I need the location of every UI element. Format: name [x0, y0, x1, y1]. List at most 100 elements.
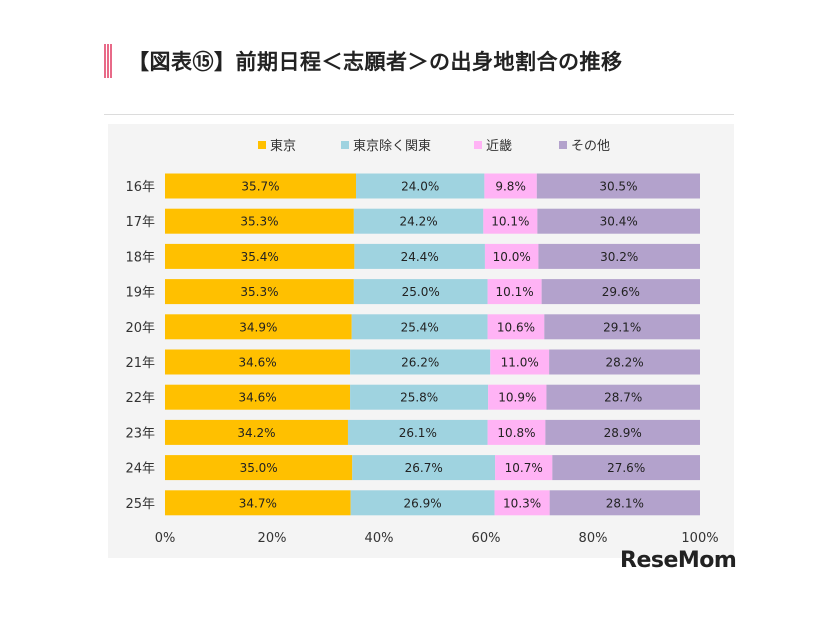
bar-segment — [354, 243, 485, 269]
data-label: 35.3% — [240, 285, 278, 299]
data-label: 10.8% — [497, 426, 535, 440]
data-label: 10.0% — [493, 250, 531, 264]
bar-segment — [537, 208, 700, 234]
legend-swatch — [474, 141, 482, 149]
category-label: 19年 — [125, 286, 155, 301]
bar-segment — [484, 173, 537, 199]
bar-segment — [488, 384, 547, 410]
category-label: 21年 — [125, 356, 155, 371]
bar-segment — [165, 279, 354, 305]
data-label: 35.4% — [241, 250, 279, 264]
bar-segment — [351, 314, 488, 340]
legend-label: 東京 — [270, 138, 296, 154]
data-label: 30.4% — [600, 215, 638, 229]
category-label: 17年 — [125, 215, 155, 230]
bar-segment — [350, 384, 489, 410]
data-label: 10.1% — [491, 215, 529, 229]
data-label: 28.1% — [606, 496, 644, 510]
data-label: 25.4% — [401, 320, 439, 334]
legend-label: 近畿 — [486, 139, 512, 154]
bar-segment — [350, 349, 491, 375]
bar-segment — [165, 208, 354, 234]
bar-segment — [165, 173, 356, 199]
resemom-logo: ReseMom — [620, 548, 737, 573]
data-label: 26.7% — [405, 461, 443, 475]
x-tick-label: 100% — [681, 531, 718, 546]
category-label: 22年 — [125, 391, 155, 406]
bar-segment — [483, 208, 538, 234]
data-label: 34.2% — [237, 426, 275, 440]
data-label: 35.0% — [240, 461, 278, 475]
legend-label: 東京除く関東 — [353, 138, 431, 154]
bar-segment — [487, 279, 542, 305]
bar-segment — [165, 349, 351, 375]
category-label: 20年 — [125, 321, 155, 336]
data-label: 34.6% — [238, 356, 276, 370]
data-label: 35.7% — [241, 180, 279, 194]
x-tick-label: 80% — [579, 531, 608, 546]
legend-label: その他 — [571, 139, 610, 154]
bar-segment — [165, 455, 353, 481]
bar-segment — [541, 279, 700, 305]
bar-segment — [545, 419, 700, 445]
data-label: 29.6% — [602, 285, 640, 299]
category-label: 25年 — [125, 497, 155, 512]
data-label: 10.3% — [503, 496, 541, 510]
bar-segment — [350, 490, 495, 516]
data-label: 34.9% — [239, 320, 277, 334]
data-label: 10.9% — [498, 391, 536, 405]
data-label: 28.7% — [604, 391, 642, 405]
x-tick-label: 40% — [365, 531, 394, 546]
bar-segment — [165, 384, 351, 410]
category-label: 18年 — [125, 250, 155, 265]
data-label: 10.1% — [496, 285, 534, 299]
data-label: 24.0% — [401, 180, 439, 194]
data-label: 27.6% — [607, 461, 645, 475]
data-label: 9.8% — [495, 180, 526, 194]
bar-segment — [490, 349, 550, 375]
bar-segment — [544, 314, 700, 340]
bar-segment — [549, 490, 700, 516]
bar-segment — [165, 490, 351, 516]
data-label: 30.5% — [599, 180, 637, 194]
bar-segment — [487, 314, 545, 340]
bar-segment — [355, 173, 485, 199]
bar-segment — [165, 243, 355, 269]
data-label: 28.9% — [604, 426, 642, 440]
data-label: 26.1% — [399, 426, 437, 440]
data-label: 26.9% — [404, 496, 442, 510]
category-label: 16年 — [125, 180, 155, 195]
bar-segment — [487, 419, 546, 445]
bar-segment — [552, 455, 700, 481]
x-tick-label: 60% — [472, 531, 501, 546]
bar-segment — [538, 243, 700, 269]
data-label: 25.0% — [402, 285, 440, 299]
legend-swatch — [341, 141, 349, 149]
data-label: 10.7% — [505, 461, 543, 475]
bar-segment — [353, 279, 488, 305]
data-label: 25.8% — [400, 391, 438, 405]
bar-segment — [546, 384, 700, 410]
x-tick-label: 0% — [155, 531, 176, 546]
category-label: 24年 — [125, 462, 155, 477]
title-accent-bar — [104, 44, 112, 78]
bar-segment — [165, 419, 348, 445]
legend-swatch — [258, 141, 266, 149]
title-divider — [104, 114, 734, 115]
bar-segment — [347, 419, 488, 445]
bar-segment — [495, 455, 553, 481]
bar-segment — [353, 208, 484, 234]
legend-swatch — [559, 141, 567, 149]
data-label: 35.3% — [240, 215, 278, 229]
bar-segment — [494, 490, 550, 516]
bar-segment — [352, 455, 496, 481]
data-label: 28.2% — [606, 356, 644, 370]
bar-segment — [549, 349, 700, 375]
data-label: 30.2% — [600, 250, 638, 264]
data-label: 24.2% — [400, 215, 438, 229]
data-label: 26.2% — [401, 356, 439, 370]
bar-segment — [484, 243, 539, 269]
bar-segment — [536, 173, 700, 199]
data-label: 24.4% — [401, 250, 439, 264]
bar-segment — [165, 314, 352, 340]
